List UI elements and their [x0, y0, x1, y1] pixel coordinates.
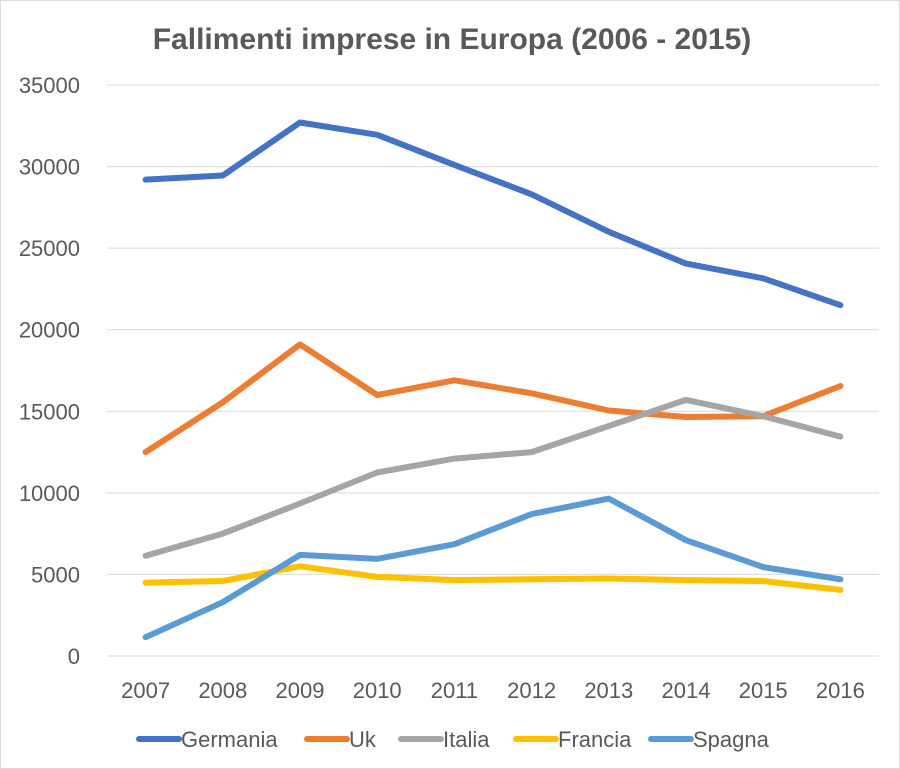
y-tick-label: 0	[68, 644, 80, 669]
legend-label-francia: Francia	[558, 727, 632, 752]
legend-label-italia: Italia	[443, 727, 490, 752]
series-line-germania	[142, 119, 844, 309]
y-tick-label: 5000	[31, 562, 80, 587]
y-tick-label: 35000	[19, 73, 80, 98]
legend-label-uk: Uk	[349, 727, 377, 752]
series-line-spagna	[142, 495, 844, 641]
series-line-italia	[142, 396, 844, 559]
x-tick-label: 2008	[198, 678, 247, 703]
x-tick-label: 2014	[662, 678, 711, 703]
y-axis-tick-labels: 0 5000 10000 15000 20000 25000 30000 35000	[19, 73, 80, 669]
x-tick-label: 2010	[353, 678, 402, 703]
x-tick-label: 2009	[276, 678, 325, 703]
y-tick-label: 30000	[19, 155, 80, 180]
x-tick-label: 2016	[816, 678, 865, 703]
y-tick-label: 15000	[19, 399, 80, 424]
series-lines	[142, 119, 844, 641]
series-line-uk	[142, 341, 844, 456]
x-tick-label: 2012	[507, 678, 556, 703]
x-tick-label: 2013	[584, 678, 633, 703]
legend-label-spagna: Spagna	[693, 727, 770, 752]
legend: Germania Uk Italia Francia Spagna	[136, 727, 770, 752]
gridlines	[107, 84, 879, 657]
legend-label-germania: Germania	[181, 727, 278, 752]
y-tick-label: 25000	[19, 236, 80, 261]
chart-title: Fallimenti imprese in Europa (2006 - 201…	[153, 23, 752, 56]
x-tick-label: 2015	[739, 678, 788, 703]
series-line-francia	[142, 563, 844, 593]
x-axis-tick-labels: 2007 2008 2009 2010 2011 2012 2013 2014 2015 2016	[121, 678, 865, 703]
y-tick-label: 10000	[19, 481, 80, 506]
y-tick-label: 20000	[19, 318, 80, 343]
x-tick-label: 2011	[431, 678, 478, 703]
x-tick-label: 2007	[121, 678, 170, 703]
